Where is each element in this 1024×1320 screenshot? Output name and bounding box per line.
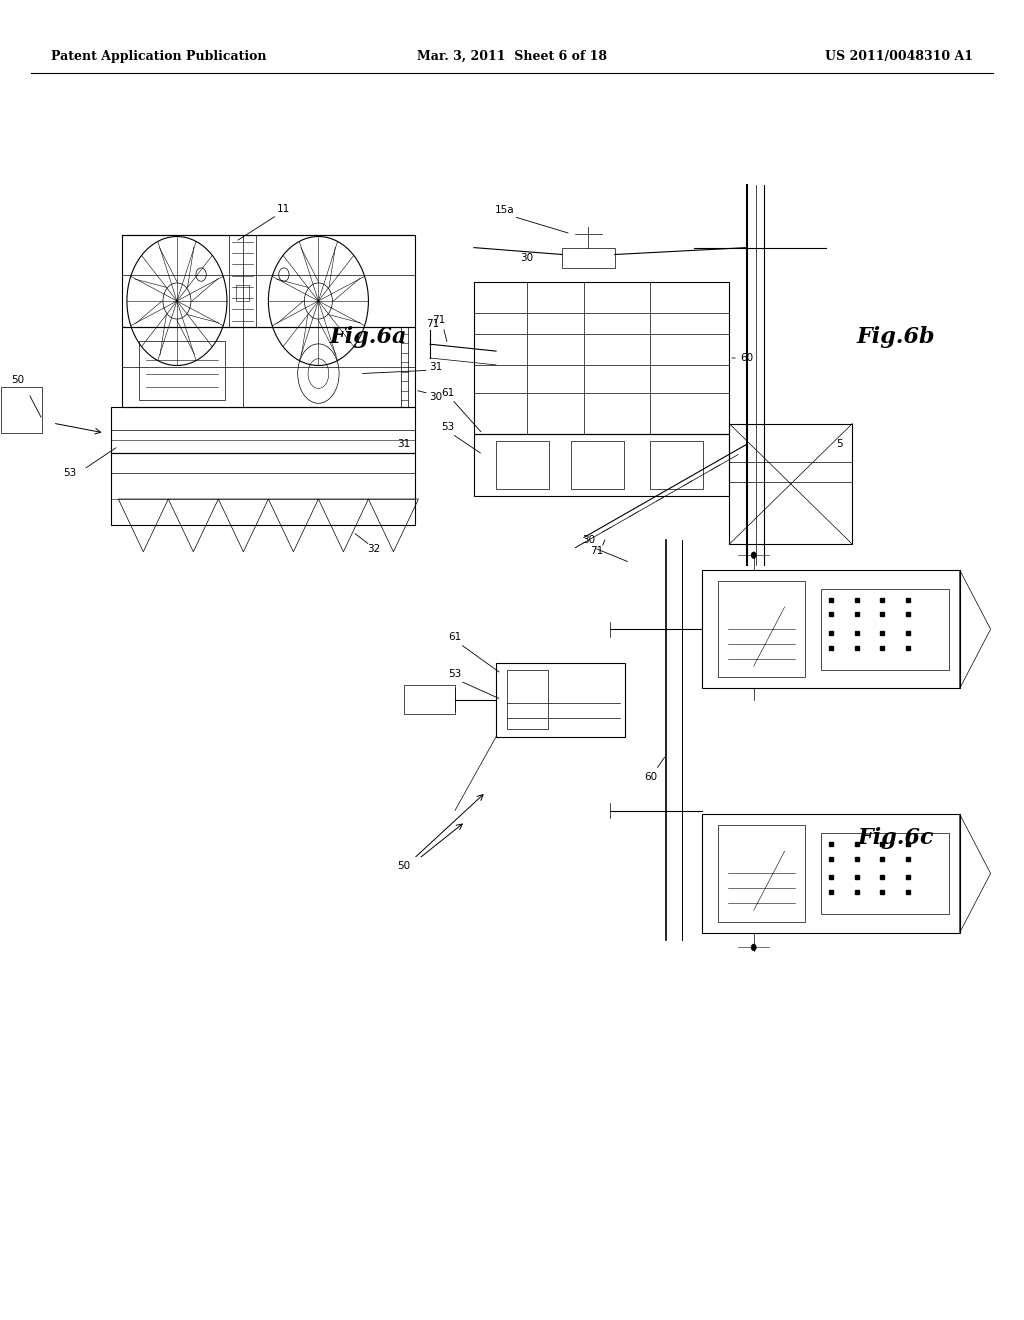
Bar	[820, 589, 949, 671]
Bar	[507, 671, 548, 729]
Text: 50: 50	[397, 861, 410, 871]
Circle shape	[752, 944, 757, 950]
Bar	[496, 441, 549, 490]
Bar	[702, 814, 959, 933]
Bar	[1, 387, 42, 433]
Text: 31: 31	[429, 362, 442, 372]
Text: Fig.6a: Fig.6a	[330, 326, 408, 347]
Text: 71: 71	[426, 319, 439, 329]
Text: 60: 60	[740, 352, 754, 363]
Text: 31: 31	[397, 440, 411, 449]
Text: Fig.6c: Fig.6c	[858, 828, 934, 849]
Text: 71: 71	[591, 546, 604, 556]
Text: 30: 30	[429, 392, 442, 401]
Text: US 2011/0048310 A1: US 2011/0048310 A1	[824, 50, 973, 63]
Text: 15a: 15a	[495, 205, 515, 215]
Bar	[122, 327, 415, 407]
Bar	[474, 282, 729, 434]
Text: 53: 53	[449, 669, 462, 678]
Circle shape	[752, 552, 757, 558]
Bar	[562, 248, 614, 268]
Text: 53: 53	[441, 422, 455, 432]
Text: Patent Application Publication: Patent Application Publication	[51, 50, 266, 63]
Text: 60: 60	[644, 772, 657, 783]
Bar	[570, 441, 624, 490]
Bar	[729, 424, 852, 544]
Bar	[718, 825, 805, 921]
Text: 32: 32	[367, 544, 380, 553]
Bar	[403, 685, 455, 714]
Bar	[718, 581, 805, 677]
Bar	[820, 833, 949, 913]
Text: 61: 61	[441, 388, 455, 397]
Bar	[112, 407, 415, 453]
Bar	[650, 441, 702, 490]
Bar	[236, 285, 250, 301]
Text: 11: 11	[278, 203, 291, 214]
Text: 53: 53	[63, 467, 77, 478]
Bar	[112, 453, 415, 525]
Text: 50: 50	[11, 375, 25, 385]
Bar	[702, 570, 959, 689]
Bar	[228, 235, 256, 327]
Bar	[139, 341, 225, 400]
Text: 5: 5	[836, 440, 843, 449]
Text: 30: 30	[583, 536, 596, 545]
Bar	[122, 235, 415, 327]
Bar	[497, 663, 625, 737]
Text: 30: 30	[520, 253, 534, 263]
Text: Fig.6b: Fig.6b	[857, 326, 935, 347]
Text: Mar. 3, 2011  Sheet 6 of 18: Mar. 3, 2011 Sheet 6 of 18	[417, 50, 607, 63]
Text: 61: 61	[449, 631, 462, 642]
Text: 71: 71	[432, 315, 445, 325]
Bar	[474, 434, 729, 496]
